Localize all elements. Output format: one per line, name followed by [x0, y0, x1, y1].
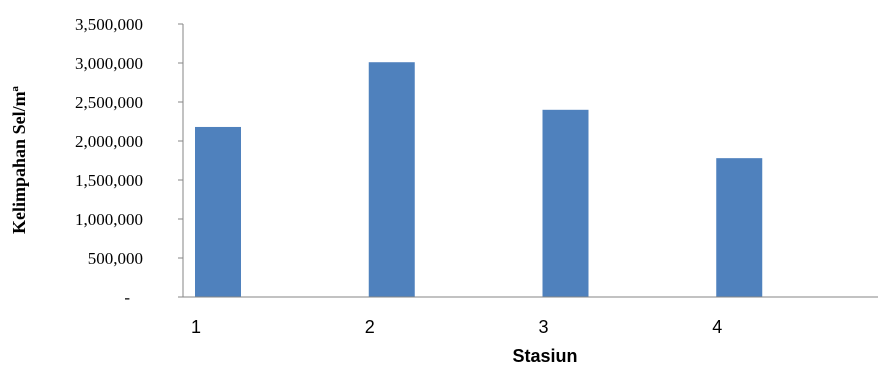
y-tick-label: 3,500,000	[75, 15, 143, 34]
bar-stasiun-4	[716, 158, 763, 297]
y-tick-label: 500,000	[88, 249, 143, 268]
y-tick-label: 1,500,000	[75, 171, 143, 190]
y-tick-label: -	[124, 288, 130, 307]
bar-stasiun-3	[542, 109, 589, 297]
x-tick-labels: 1 2 3 4	[191, 317, 722, 337]
x-tick-label: 4	[712, 317, 722, 337]
y-tick-label: 3,000,000	[75, 54, 143, 73]
y-tick-label: 2,500,000	[75, 93, 143, 112]
y-tick-label: 2,000,000	[75, 132, 143, 151]
bar-stasiun-2	[368, 62, 415, 297]
x-tick-label: 3	[538, 317, 548, 337]
bar-stasiun-1	[195, 126, 241, 298]
y-axis-label: Kelimpahan Sel/mª	[9, 85, 29, 234]
x-tick-label: 2	[365, 317, 375, 337]
x-tick-label: 1	[191, 317, 201, 337]
y-tick-label: 1,000,000	[75, 210, 143, 229]
bars-group	[195, 62, 763, 298]
y-tick-labels: - 500,000 1,000,000 1,500,000 2,000,000 2,500…	[75, 15, 183, 307]
x-axis-label: Stasiun	[512, 346, 577, 366]
